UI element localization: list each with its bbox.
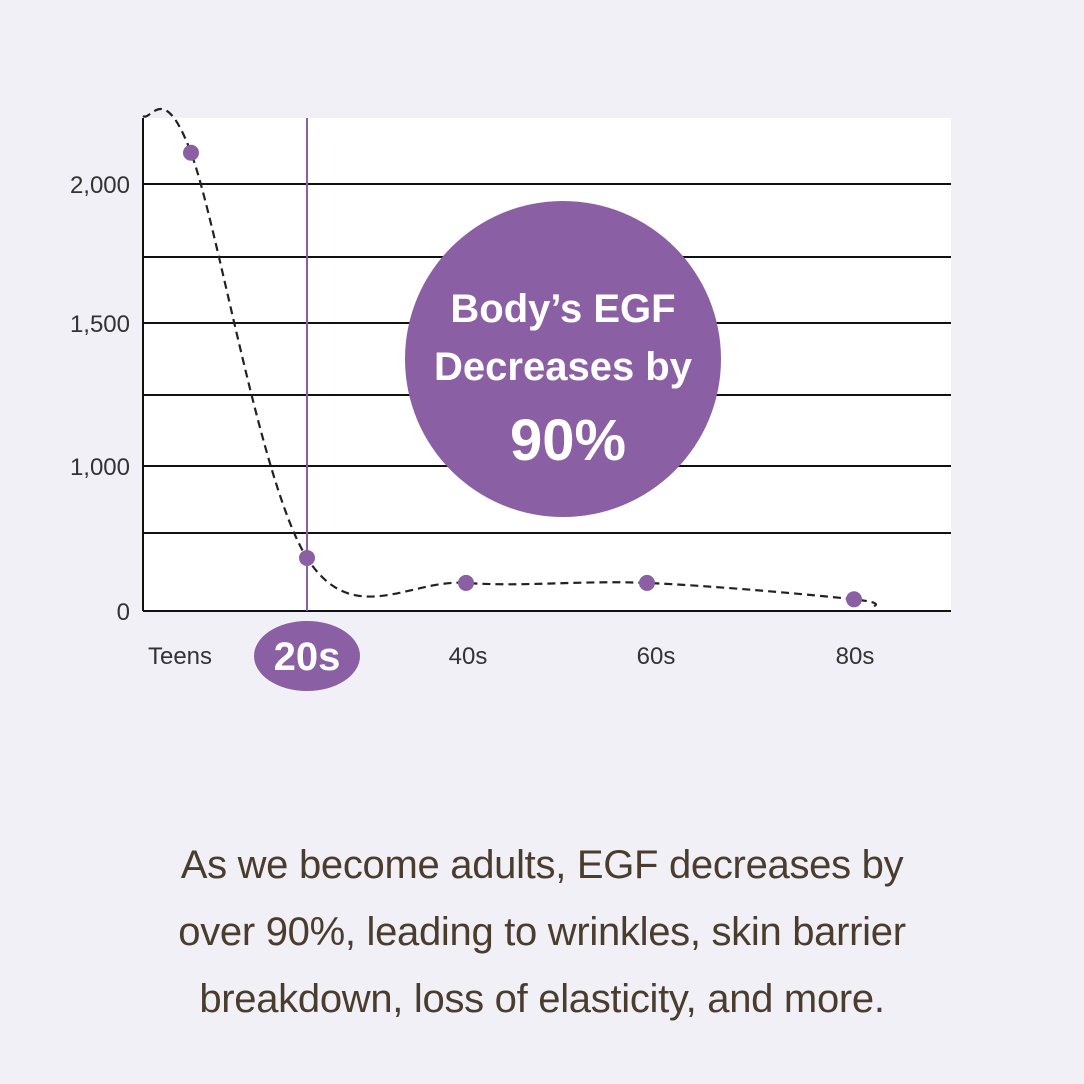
annotation-line-1: Body’s EGF [450,287,675,331]
data-point-60s [639,574,655,591]
data-point-80s [846,591,862,608]
caption-line-3: breakdown, loss of elasticity, and more. [199,977,885,1021]
y-tick-label: 1,500 [70,311,130,338]
caption-line-2: over 90%, leading to wrinkles, skin barr… [178,910,906,954]
y-tick-label: 0 [117,599,130,626]
annotation-line-3: 90% [510,408,626,473]
x-tick-label: 80s [836,643,875,670]
y-tick-label: 1,000 [70,454,130,481]
caption: As we become adults, EGF decreases by ov… [0,832,1084,1033]
data-point-40s [458,574,474,591]
caption-line-1: As we become adults, EGF decreases by [180,843,904,887]
series-line [142,107,878,610]
annotation-line-2: Decreases by [434,345,693,389]
data-point-20s [299,549,315,566]
x-tick-label: 60s [637,643,676,670]
highlight-badge [254,621,360,691]
egf-chart: 0 1,000 1,500 2,000 Teens 20s 40s 60s 80s Body’s … [70,107,951,691]
x-tick-label: 40s [449,643,488,670]
data-point-teens [183,144,199,161]
x-tick-label: Teens [148,643,212,670]
annotation-circle [405,201,721,517]
y-tick-label: 2,000 [70,172,130,199]
x-tick-label: 20s [274,635,341,679]
